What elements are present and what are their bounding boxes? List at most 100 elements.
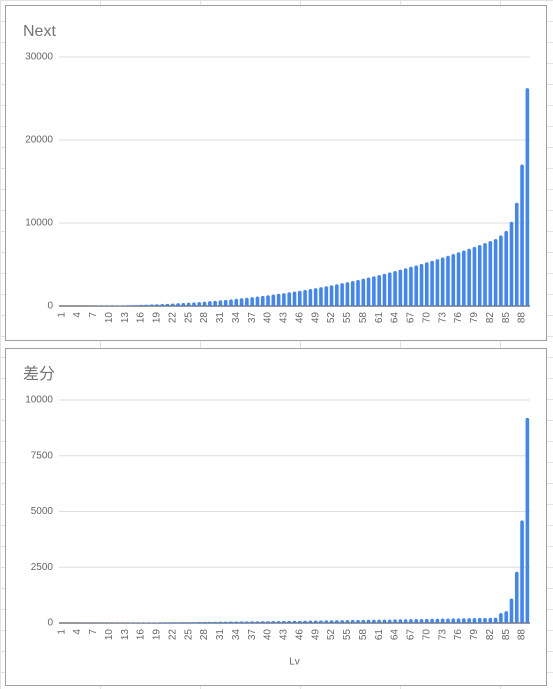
bar [324, 620, 329, 623]
bar [440, 618, 445, 623]
bar [181, 622, 186, 623]
x-tick-label: 19 [152, 312, 163, 324]
x-tick-label: 67 [406, 312, 417, 324]
bar [483, 617, 487, 623]
x-tick-label: 13 [120, 629, 131, 641]
y-tick-label: 0 [47, 618, 53, 629]
x-tick-label: 10 [104, 312, 115, 324]
bar [276, 293, 281, 306]
bar [287, 292, 292, 306]
bar [350, 280, 355, 306]
bar [229, 621, 233, 623]
x-tick-label: 70 [421, 629, 432, 641]
bar [245, 621, 249, 623]
x-tick-label: 10 [104, 629, 115, 641]
x-tick-label: 85 [501, 629, 512, 641]
bar [234, 298, 239, 306]
bar [287, 620, 292, 623]
bar [509, 221, 514, 306]
bar [118, 305, 122, 306]
bar [514, 202, 519, 306]
bar [382, 273, 387, 306]
bar [409, 619, 413, 623]
bar [170, 303, 175, 306]
x-tick-label: 40 [263, 629, 274, 641]
x-tick-label: 22 [167, 629, 178, 641]
y-tick-label: 0 [47, 301, 53, 312]
bar [149, 622, 154, 623]
bar [451, 254, 456, 306]
bar [393, 619, 397, 623]
bar [403, 268, 408, 306]
bar [223, 621, 228, 623]
chart-title: 差分 [23, 365, 55, 383]
bar [208, 301, 212, 306]
bar [160, 304, 164, 306]
bar [313, 288, 318, 306]
bar [377, 619, 381, 623]
x-tick-label: 88 [517, 312, 528, 324]
bar [271, 294, 276, 306]
bar [361, 619, 366, 623]
x-axis-label: Lv [289, 657, 300, 668]
bar [176, 622, 180, 623]
x-tick-label: 73 [437, 312, 448, 324]
bar [329, 620, 334, 623]
bar [335, 284, 339, 306]
y-tick-label: 30000 [25, 52, 53, 63]
bar [477, 617, 482, 623]
bar [340, 283, 344, 306]
bar [176, 303, 180, 306]
bar [186, 302, 191, 306]
bar [430, 260, 434, 306]
x-tick-label: 73 [437, 629, 448, 641]
bar [308, 288, 313, 306]
x-tick-label: 82 [485, 312, 496, 324]
x-tick-label: 31 [215, 629, 226, 641]
x-tick-label: 43 [279, 312, 290, 324]
bar [430, 618, 434, 623]
bar [303, 289, 307, 306]
x-tick-label: 37 [247, 629, 258, 641]
x-tick-label: 25 [183, 629, 194, 641]
bar [446, 618, 450, 623]
bar [451, 618, 456, 623]
x-tick-label: 40 [263, 312, 274, 324]
bar [266, 621, 270, 623]
x-tick-label: 58 [358, 312, 369, 324]
bar [313, 620, 318, 623]
x-tick-label: 1 [56, 629, 67, 635]
x-tick-label: 13 [120, 312, 131, 324]
chart-frame [5, 5, 547, 341]
bar [255, 296, 260, 306]
x-tick-label: 28 [199, 312, 210, 324]
bar [377, 274, 381, 306]
bar [192, 622, 196, 623]
bar [419, 618, 424, 623]
bar [223, 299, 228, 306]
bar [255, 621, 260, 623]
x-tick-label: 7 [88, 629, 99, 635]
bar [186, 622, 191, 623]
bar [149, 304, 154, 306]
x-tick-label: 7 [88, 312, 99, 318]
y-tick-label: 7500 [31, 450, 54, 461]
bar [419, 263, 424, 306]
bar [446, 255, 450, 306]
x-tick-label: 82 [485, 629, 496, 641]
bar [393, 271, 397, 306]
bar [213, 621, 217, 623]
bar [425, 618, 429, 623]
bar [192, 302, 196, 306]
bar [234, 621, 239, 623]
bar [297, 620, 302, 623]
bar [462, 618, 466, 623]
bar [472, 618, 477, 623]
x-tick-label: 46 [294, 312, 305, 324]
bar [260, 621, 265, 623]
bar [292, 620, 297, 623]
bar [414, 619, 419, 623]
x-tick-label: 34 [231, 629, 242, 641]
x-tick-label: 79 [469, 312, 480, 324]
bar [504, 611, 508, 623]
